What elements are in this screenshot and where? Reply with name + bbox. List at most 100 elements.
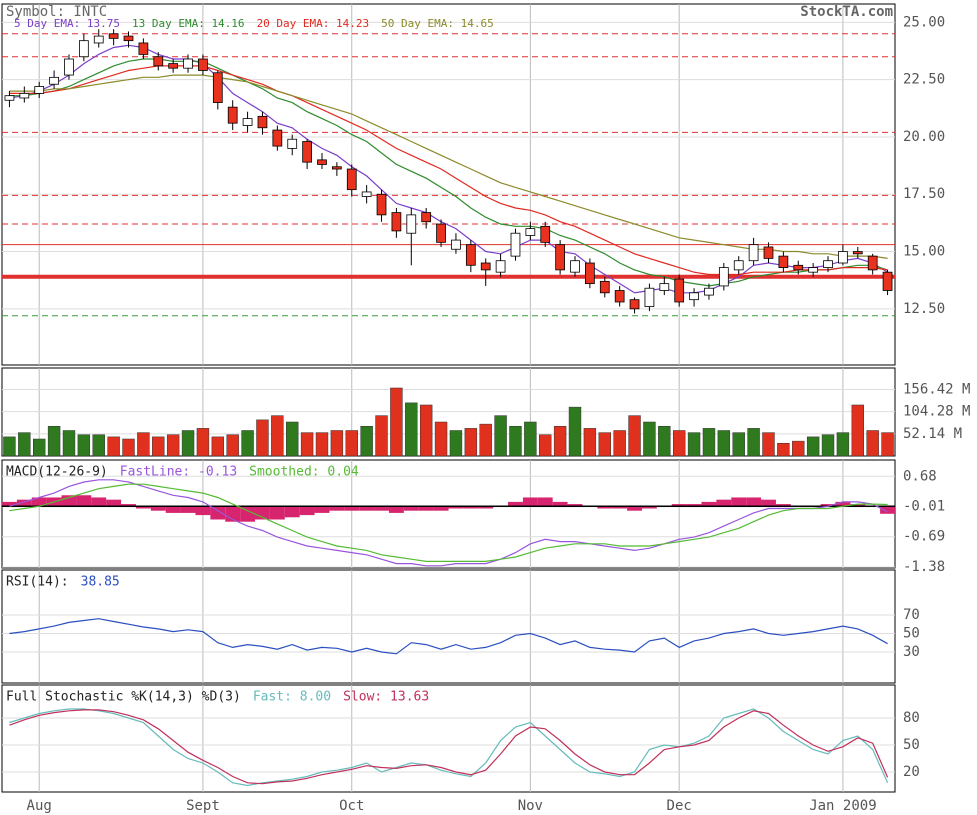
x-tick-label: Oct (339, 798, 364, 814)
legend-entry: Full Stochastic %K(14,3) %D(3) (6, 690, 241, 705)
indicator-line (9, 708, 889, 787)
candle-body (64, 58, 74, 76)
candle-body (138, 42, 149, 55)
candle-body (614, 290, 625, 303)
volume-bar (702, 428, 716, 457)
y-tick-label: 25.00 (903, 14, 945, 30)
candle-body (257, 115, 268, 129)
volume-bar (539, 434, 552, 457)
macd-histogram-bar (195, 506, 211, 516)
legend-entry: MACD(12-26-9) (6, 465, 108, 480)
volume-bar (300, 432, 314, 457)
candle-body (212, 72, 223, 103)
volume-bar (345, 430, 358, 457)
macd-histogram-bar (240, 506, 256, 522)
candle-body (570, 260, 580, 273)
volume-bar (166, 434, 180, 457)
x-tick-label: Dec (667, 798, 692, 814)
volume-bar (881, 432, 894, 457)
macd-histogram-bar (150, 506, 166, 511)
volume-bar (330, 430, 344, 457)
candle-body (852, 251, 863, 255)
candle-body (778, 255, 789, 268)
candle-body (689, 292, 699, 301)
macd-histogram-bar (746, 497, 762, 507)
volume-bar (866, 430, 879, 457)
macd-histogram-bar (329, 506, 345, 511)
macd-histogram-bar (344, 506, 360, 511)
volume-bar (613, 430, 626, 457)
macd-histogram-bar (761, 499, 776, 507)
ema-line (9, 44, 888, 294)
macd-histogram-bar (269, 506, 285, 520)
macd-histogram-bar (701, 501, 717, 507)
volume-bar (851, 404, 864, 457)
volume-bar (271, 415, 284, 457)
volume-bar (375, 415, 388, 457)
y-tick-label: 50 (903, 625, 920, 641)
panel-frame (1, 684, 896, 793)
volume-bar (806, 436, 820, 457)
y-tick-label: 104.28 M (903, 404, 970, 420)
volume-bar (122, 438, 135, 457)
candle-body (659, 283, 670, 291)
volume-bar (77, 434, 91, 457)
macd-histogram-bar (388, 506, 404, 513)
macd-histogram-bar (299, 506, 315, 516)
macd-histogram-bar (463, 506, 479, 509)
candle-body (421, 212, 432, 223)
y-tick-label: 15.00 (903, 244, 945, 260)
macd-histogram-bar (91, 497, 107, 507)
indicator-line (9, 618, 888, 655)
candle-body (93, 35, 104, 44)
candle-body (733, 260, 744, 271)
candle-body (49, 76, 59, 85)
macd-histogram-bar (522, 497, 538, 507)
volume-bar (181, 430, 195, 457)
volume-bar (360, 425, 373, 457)
candle-body (599, 280, 610, 294)
candle-body (78, 40, 89, 58)
volume-bar (18, 432, 31, 457)
volume-bar (286, 421, 299, 457)
candle-body (644, 287, 655, 307)
macd-histogram-bar (210, 506, 226, 520)
candle-body (436, 223, 446, 243)
macd-histogram-bar (418, 506, 434, 511)
volume-bar (777, 442, 790, 457)
chart-title: Symbol: INTC (6, 4, 107, 20)
source: StockTA.com (800, 4, 893, 20)
y-tick-label: -0.69 (903, 529, 945, 545)
y-tick-label: 30 (903, 644, 920, 660)
volume-bar (390, 387, 403, 457)
volume-bar (226, 434, 239, 457)
macd-histogram-bar (16, 499, 32, 507)
x-tick-label: Jan 2009 (809, 798, 876, 814)
candle-body (838, 251, 848, 264)
candle-body (108, 33, 119, 39)
panel-frame (1, 569, 896, 684)
macd-histogram-bar (627, 506, 642, 511)
volume-bar (434, 421, 448, 457)
volume-bar (419, 404, 433, 457)
volume-bar (509, 425, 522, 457)
macd-histogram-bar (2, 501, 17, 507)
macd-histogram-bar (537, 497, 553, 507)
candle-body (465, 244, 476, 266)
volume-bar (658, 425, 671, 457)
volume-bar (747, 428, 760, 457)
y-tick-label: 52.14 M (903, 426, 962, 442)
candle-body (748, 244, 759, 262)
candle-body (242, 118, 253, 126)
macd-histogram-bar (359, 506, 375, 511)
candle-body (376, 193, 387, 216)
legend-entry: Smoothed: 0.04 (249, 465, 359, 480)
candle-body (525, 228, 536, 236)
volume-bar (92, 434, 105, 457)
legend-entry: RSI(14): (6, 575, 69, 590)
candle-body (272, 129, 283, 147)
macd-line (9, 479, 888, 567)
panel-frame (1, 3, 896, 366)
